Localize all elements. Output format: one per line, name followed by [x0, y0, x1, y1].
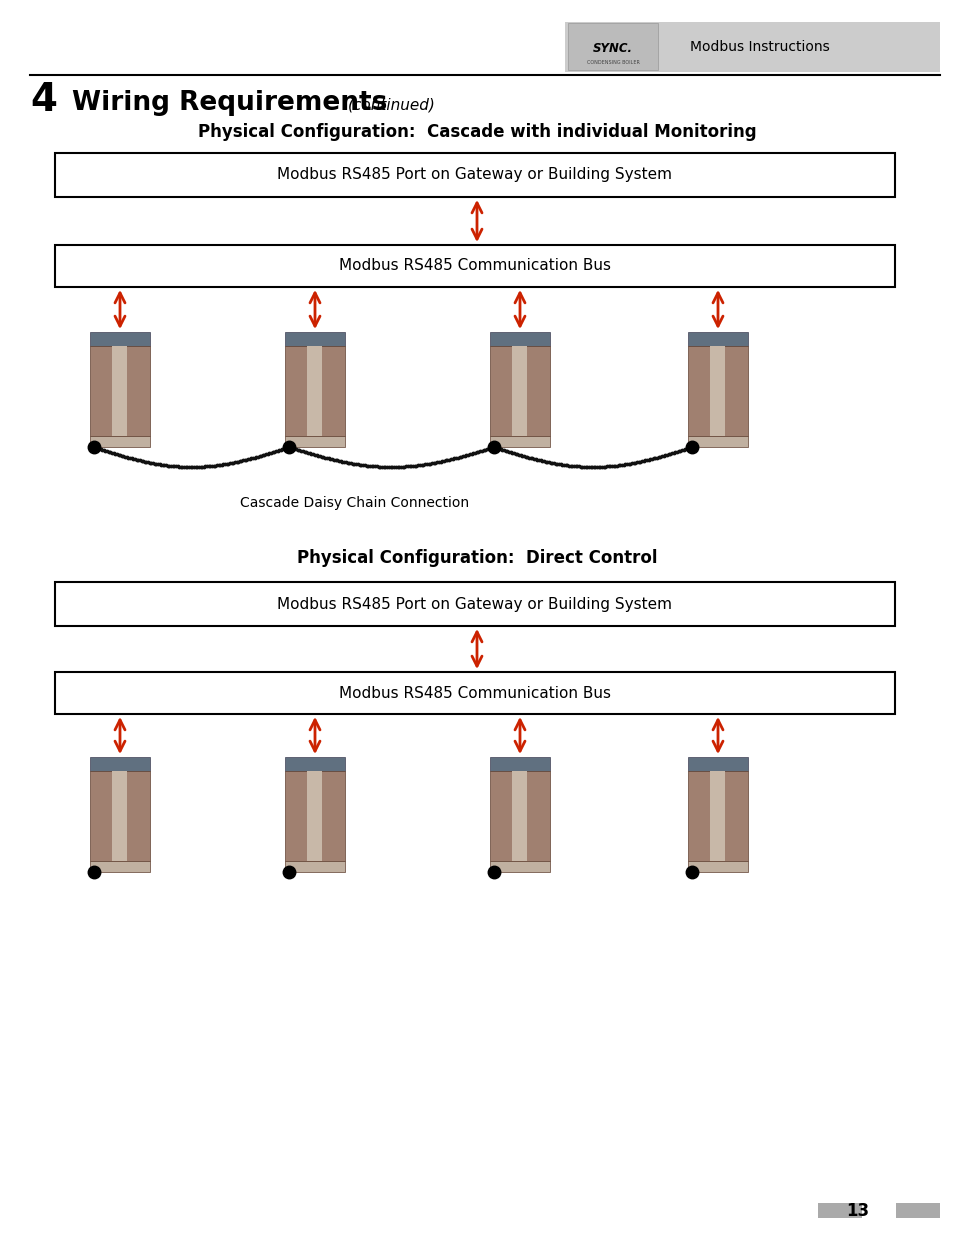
Text: (continued): (continued)	[348, 98, 436, 112]
Bar	[687, 861, 747, 872]
Bar	[90, 332, 150, 346]
Bar	[895, 1203, 939, 1218]
Bar	[90, 771, 150, 861]
Bar	[285, 346, 345, 436]
Text: Physical Configuration:  Cascade with individual Monitoring: Physical Configuration: Cascade with ind…	[197, 124, 756, 141]
Bar	[55, 153, 894, 198]
Bar	[490, 757, 550, 771]
Bar	[687, 757, 747, 771]
Bar	[687, 332, 747, 346]
Bar	[285, 436, 345, 447]
Bar	[490, 861, 550, 872]
Text: 4: 4	[30, 82, 57, 119]
Text: 13: 13	[845, 1202, 868, 1220]
Bar	[564, 22, 939, 72]
Bar	[55, 672, 894, 714]
Bar	[285, 757, 345, 771]
Bar	[307, 346, 322, 436]
Bar	[817, 1203, 862, 1218]
Bar	[567, 23, 658, 70]
Bar	[90, 346, 150, 436]
Text: Cascade Daisy Chain Connection: Cascade Daisy Chain Connection	[240, 496, 469, 510]
Bar	[710, 346, 724, 436]
Bar	[490, 332, 550, 346]
Text: Wiring Requirements: Wiring Requirements	[71, 90, 387, 116]
Bar	[285, 332, 345, 346]
Bar	[687, 436, 747, 447]
Bar	[710, 771, 724, 861]
Text: Modbus RS485 Port on Gateway or Building System: Modbus RS485 Port on Gateway or Building…	[277, 168, 672, 183]
Text: Modbus RS485 Communication Bus: Modbus RS485 Communication Bus	[338, 685, 610, 700]
Bar	[55, 245, 894, 287]
Bar	[112, 346, 128, 436]
Bar	[55, 582, 894, 626]
Bar	[687, 771, 747, 861]
Bar	[490, 436, 550, 447]
Text: Modbus RS485 Port on Gateway or Building System: Modbus RS485 Port on Gateway or Building…	[277, 597, 672, 611]
Bar	[490, 346, 550, 436]
Bar	[112, 771, 128, 861]
Text: Modbus RS485 Communication Bus: Modbus RS485 Communication Bus	[338, 258, 610, 273]
Text: Modbus Instructions: Modbus Instructions	[689, 40, 829, 54]
Bar	[90, 861, 150, 872]
Text: SYNC.: SYNC.	[593, 42, 633, 56]
Bar	[687, 346, 747, 436]
Text: CONDENSING BOILER: CONDENSING BOILER	[586, 61, 639, 65]
Bar	[285, 861, 345, 872]
Bar	[307, 771, 322, 861]
Text: Physical Configuration:  Direct Control: Physical Configuration: Direct Control	[296, 550, 657, 567]
Bar	[90, 757, 150, 771]
Bar	[285, 771, 345, 861]
Bar	[490, 771, 550, 861]
Bar	[90, 436, 150, 447]
Bar	[512, 346, 527, 436]
Bar	[512, 771, 527, 861]
